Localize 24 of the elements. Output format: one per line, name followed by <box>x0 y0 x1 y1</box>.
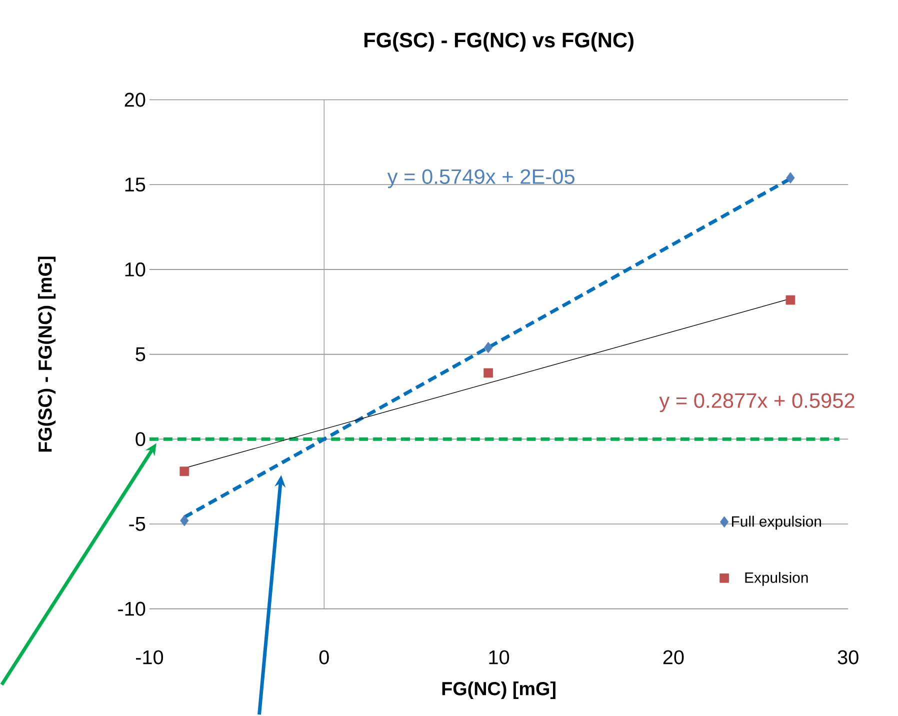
chart-title: FG(SC) - FG(NC) vs FG(NC) <box>364 32 634 52</box>
y-tick-label: 0 <box>136 432 146 446</box>
point <box>180 466 190 476</box>
x-tick-label: 10 <box>489 650 510 664</box>
annotation: y = 0.2877x + 0.5952 <box>659 393 854 412</box>
point <box>786 295 796 305</box>
annotation: y = 0.5749x + 2E-05 <box>387 169 574 188</box>
y-tick-label: -5 <box>129 516 146 531</box>
x-tick-label: 30 <box>838 650 858 664</box>
x-axis-title: FG(NC) [mG] <box>442 681 556 699</box>
legend-label: Full expulsion <box>732 516 821 530</box>
y-tick-label: 20 <box>124 92 146 107</box>
y-tick-label: -10 <box>118 602 146 616</box>
point <box>180 514 189 526</box>
legend-label: Expulsion <box>745 572 808 586</box>
point <box>786 172 795 184</box>
y-tick-label: 15 <box>125 178 146 192</box>
x-tick-label: 0 <box>319 650 329 664</box>
y-tick-label: 5 <box>136 347 146 362</box>
point <box>484 342 493 354</box>
x-tick-label: 20 <box>663 650 684 664</box>
y-axis-title: FG(SC) - FG(NC) [mG] <box>38 256 56 452</box>
point <box>484 368 493 378</box>
y-tick-label: 10 <box>125 262 146 276</box>
